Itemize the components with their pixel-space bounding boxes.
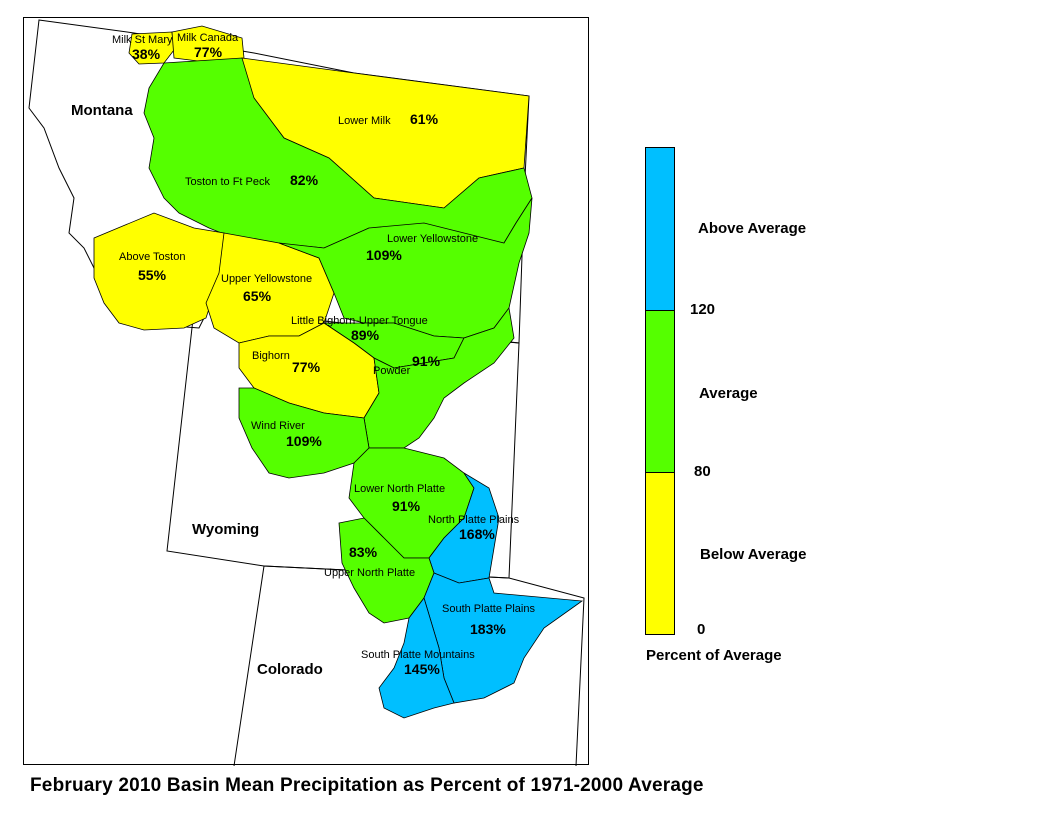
- legend-swatch-average: [645, 310, 675, 473]
- legend-label-above-average: Above Average: [698, 220, 807, 237]
- basin-label-milk-canada: Milk Canada: [177, 32, 239, 44]
- legend-swatch-above-average: [645, 147, 675, 311]
- basin-shape-above-toston: [93, 212, 235, 331]
- legend-label-average: Average: [699, 385, 758, 402]
- basin-pct-south-platte-plains: 183%: [470, 621, 506, 637]
- basin-label-south-platte-plains: South Platte Plains: [442, 603, 535, 615]
- basin-label-south-platte-mountains: South Platte Mountains: [361, 649, 475, 661]
- basin-label-above-toston: Above Toston: [119, 251, 185, 263]
- basin-pct-bighorn: 77%: [292, 359, 321, 375]
- basin-pct-upper-north-platte: 83%: [349, 544, 378, 560]
- basin-shape-south-platte-mountains: [378, 597, 455, 719]
- basin-label-upper-north-platte: Upper North Platte: [324, 567, 415, 579]
- basin-pct-south-platte-mountains: 145%: [404, 661, 440, 677]
- basin-label-bighorn: Bighorn: [252, 350, 290, 362]
- basin-shape-south-platte-plains: [423, 572, 584, 704]
- legend-tick-80: 80: [694, 463, 711, 480]
- basin-label-upper-yellowstone: Upper Yellowstone: [221, 273, 312, 285]
- basin-label-powder: Powder: [373, 365, 411, 377]
- basin-pct-lower-yellowstone: 109%: [366, 247, 402, 263]
- state-label-colorado: Colorado: [257, 661, 323, 678]
- basin-pct-little-bighorn-upper-tongue: 89%: [351, 327, 380, 343]
- basin-pct-milk-canada: 77%: [194, 44, 223, 60]
- legend-tick-0: 0: [697, 621, 706, 638]
- basin-pct-lower-milk: 61%: [410, 111, 439, 127]
- map-title: February 2010 Basin Mean Precipitation a…: [30, 775, 704, 796]
- basin-pct-powder: 91%: [412, 353, 441, 369]
- basin-label-lower-milk: Lower Milk: [338, 115, 391, 127]
- basin-label-lower-north-platte: Lower North Platte: [354, 483, 445, 495]
- basin-label-wind-river: Wind River: [251, 420, 305, 432]
- basin-label-lower-yellowstone: Lower Yellowstone: [387, 233, 478, 245]
- basin-pct-milk-st-mary: 38%: [132, 46, 161, 62]
- legend-swatch-below-average: [645, 472, 675, 635]
- legend-title: Percent of Average: [646, 647, 782, 664]
- legend-label-below-average: Below Average: [700, 546, 807, 563]
- legend-tick-120: 120: [690, 301, 716, 318]
- basin-pct-lower-north-platte: 91%: [392, 498, 421, 514]
- basin-label-toston-to-ft-peck: Toston to Ft Peck: [185, 176, 270, 188]
- legend-colorbar: [645, 147, 675, 635]
- state-label-wyoming: Wyoming: [192, 521, 259, 538]
- basin-pct-wind-river: 109%: [286, 433, 322, 449]
- basin-pct-above-toston: 55%: [138, 267, 167, 283]
- basin-map: Montana Wyoming Colorado Milk St Mary 38…: [28, 19, 585, 766]
- state-label-montana: Montana: [71, 102, 133, 119]
- basin-pct-north-platte-plains: 168%: [459, 526, 495, 542]
- basin-labels: Milk St Mary 38% Milk Canada 77% Lower M…: [112, 32, 535, 677]
- basin-label-milk-st-mary: Milk St Mary: [112, 34, 173, 46]
- basin-pct-upper-yellowstone: 65%: [243, 288, 272, 304]
- basin-label-north-platte-plains: North Platte Plains: [428, 514, 520, 526]
- basins: [93, 25, 584, 719]
- basin-pct-toston-to-ft-peck: 82%: [290, 172, 319, 188]
- map-frame: Montana Wyoming Colorado Milk St Mary 38…: [23, 17, 589, 766]
- basin-label-little-bighorn-upper-tongue: Little Bighorn-Upper Tongue: [291, 315, 428, 327]
